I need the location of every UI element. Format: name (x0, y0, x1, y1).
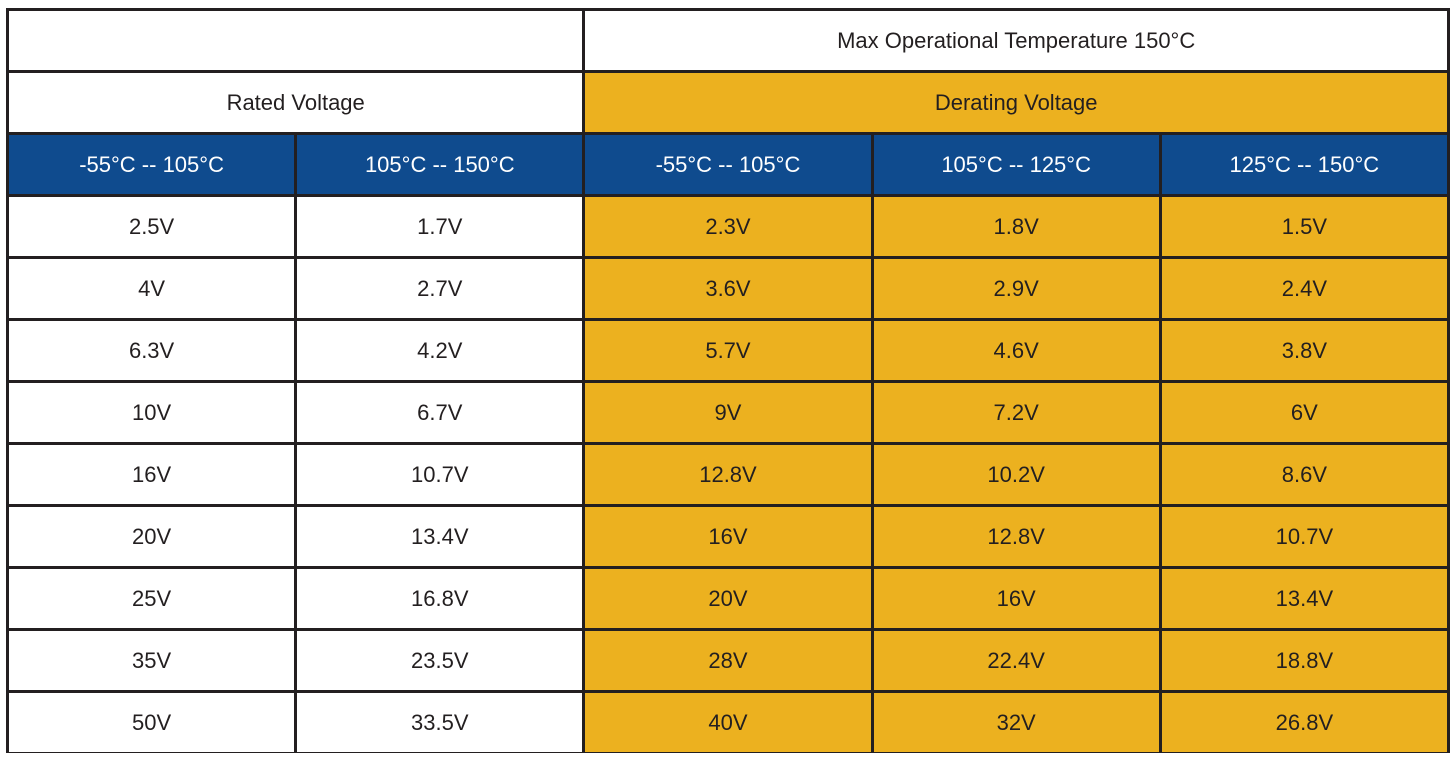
top-left-empty-cell (9, 11, 583, 70)
table-cell: 7.2V (873, 383, 1159, 442)
table-cell: 5.7V (585, 321, 871, 380)
table-cell: 2.4V (1161, 259, 1447, 318)
table-cell: 20V (9, 507, 295, 566)
table-cell: 8.6V (1161, 445, 1447, 504)
table-cell: 10.7V (297, 445, 583, 504)
table-cell: 3.8V (1161, 321, 1447, 380)
table-cell: 25V (9, 569, 295, 628)
table-cell: 16V (873, 569, 1159, 628)
table-cell: 22.4V (873, 631, 1159, 690)
table-cell: 32V (873, 693, 1159, 752)
table-cell: 40V (585, 693, 871, 752)
table-cell: 33.5V (297, 693, 583, 752)
table-cell: 10.7V (1161, 507, 1447, 566)
table-cell: 9V (585, 383, 871, 442)
table-cell: 13.4V (1161, 569, 1447, 628)
table-group-header-row: Rated Voltage Derating Voltage (9, 73, 1447, 132)
table-cell: 3.6V (585, 259, 871, 318)
table-cell: 1.8V (873, 197, 1159, 256)
table-cell: 6V (1161, 383, 1447, 442)
column-header-derating-mid: 105°C -- 125°C (873, 135, 1159, 194)
table-column-header-row: -55°C -- 105°C 105°C -- 150°C -55°C -- 1… (9, 135, 1447, 194)
table-row: 6.3V 4.2V 5.7V 4.6V 3.8V (9, 321, 1447, 380)
derating-voltage-table: Max Operational Temperature 150°C Rated … (6, 8, 1450, 755)
table-cell: 1.5V (1161, 197, 1447, 256)
table-row: 50V 33.5V 40V 32V 26.8V (9, 693, 1447, 752)
table-row: 2.5V 1.7V 2.3V 1.8V 1.5V (9, 197, 1447, 256)
table-row: 25V 16.8V 20V 16V 13.4V (9, 569, 1447, 628)
table-cell: 4V (9, 259, 295, 318)
table-cell: 1.7V (297, 197, 583, 256)
table-cell: 16.8V (297, 569, 583, 628)
table-cell: 6.3V (9, 321, 295, 380)
table-cell: 18.8V (1161, 631, 1447, 690)
table-cell: 6.7V (297, 383, 583, 442)
table-cell: 12.8V (873, 507, 1159, 566)
rated-voltage-header: Rated Voltage (9, 73, 583, 132)
table-cell: 12.8V (585, 445, 871, 504)
max-operational-temperature-header: Max Operational Temperature 150°C (585, 11, 1447, 70)
derating-voltage-table-container: Max Operational Temperature 150°C Rated … (6, 8, 1450, 753)
table-cell: 35V (9, 631, 295, 690)
table-cell: 4.6V (873, 321, 1159, 380)
table-row: 35V 23.5V 28V 22.4V 18.8V (9, 631, 1447, 690)
table-cell: 10V (9, 383, 295, 442)
column-header-rated-high: 105°C -- 150°C (297, 135, 583, 194)
column-header-derating-low: -55°C -- 105°C (585, 135, 871, 194)
table-row: 10V 6.7V 9V 7.2V 6V (9, 383, 1447, 442)
derating-voltage-header: Derating Voltage (585, 73, 1447, 132)
column-header-derating-high: 125°C -- 150°C (1161, 135, 1447, 194)
table-row: 20V 13.4V 16V 12.8V 10.7V (9, 507, 1447, 566)
table-cell: 10.2V (873, 445, 1159, 504)
table-cell: 20V (585, 569, 871, 628)
table-title-row: Max Operational Temperature 150°C (9, 11, 1447, 70)
table-cell: 50V (9, 693, 295, 752)
table-cell: 23.5V (297, 631, 583, 690)
column-header-rated-low: -55°C -- 105°C (9, 135, 295, 194)
table-cell: 2.9V (873, 259, 1159, 318)
table-row: 4V 2.7V 3.6V 2.9V 2.4V (9, 259, 1447, 318)
table-cell: 2.7V (297, 259, 583, 318)
table-cell: 2.5V (9, 197, 295, 256)
table-cell: 28V (585, 631, 871, 690)
table-cell: 26.8V (1161, 693, 1447, 752)
table-cell: 2.3V (585, 197, 871, 256)
table-cell: 4.2V (297, 321, 583, 380)
table-cell: 16V (585, 507, 871, 566)
table-cell: 16V (9, 445, 295, 504)
table-row: 16V 10.7V 12.8V 10.2V 8.6V (9, 445, 1447, 504)
table-cell: 13.4V (297, 507, 583, 566)
